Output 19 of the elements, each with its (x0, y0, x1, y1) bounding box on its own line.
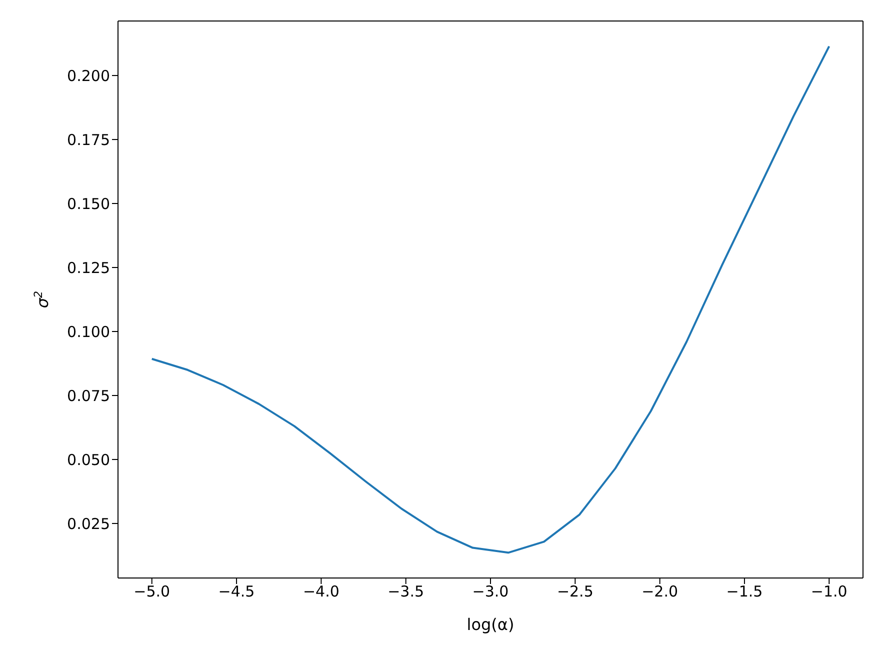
y-tick-label: 0.075 (67, 386, 110, 405)
y-tick-label: 0.100 (67, 322, 110, 341)
y-tick-label: 0.125 (67, 258, 110, 277)
x-tick-label: −1.0 (810, 582, 848, 601)
x-tick-label: −4.0 (302, 582, 340, 601)
y-tick-label: 0.025 (67, 514, 110, 533)
x-tick-label: −5.0 (134, 582, 170, 601)
line-series (150, 45, 830, 554)
y-tick-label: 0.050 (67, 450, 110, 469)
x-tick-label: −1.5 (726, 582, 763, 601)
x-tick-label: −2.0 (642, 582, 678, 601)
x-tick-label: −4.5 (218, 582, 255, 601)
x-tick-label: −3.0 (472, 582, 509, 601)
x-tick-label: −2.5 (556, 582, 594, 601)
y-tick-label: 0.175 (67, 130, 110, 149)
x-axis-title: log(α) (466, 615, 514, 634)
y-tick-label: 0.150 (67, 194, 110, 213)
y-tick-label: 0.200 (67, 66, 110, 85)
x-tick-label: −3.5 (388, 582, 424, 601)
